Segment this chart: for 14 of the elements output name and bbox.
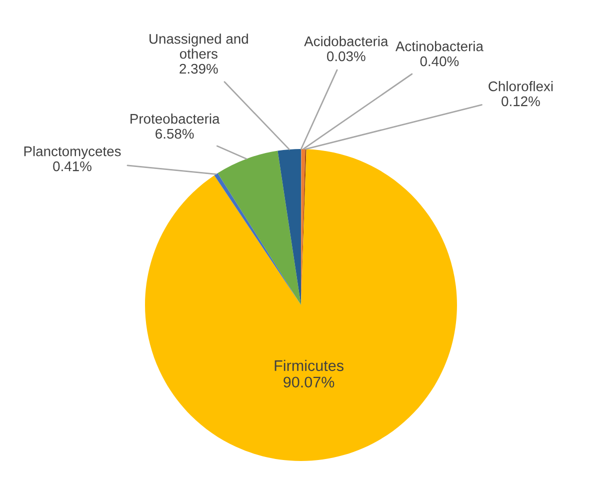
data-label: 6.58% bbox=[156, 128, 194, 139]
data-label: 0.03% bbox=[327, 51, 366, 62]
slice-label: Unassigned and others bbox=[150, 34, 248, 59]
slice-label: Firmicutes bbox=[274, 360, 344, 372]
data-label: 2.39% bbox=[180, 64, 218, 74]
data-label: 0.40% bbox=[420, 56, 459, 66]
slice-label: Actinobacteria bbox=[395, 41, 484, 52]
slice-label: Proteobacteria bbox=[130, 114, 220, 124]
data-label: 0.41% bbox=[53, 161, 92, 172]
slice-label: Planctomycetes bbox=[24, 146, 121, 159]
data-label: 0.12% bbox=[502, 96, 540, 106]
data-label: 90.07% bbox=[284, 376, 334, 388]
slice-label: Acidobacteria bbox=[304, 36, 388, 46]
slice-label: Chloroflexi bbox=[488, 81, 553, 92]
